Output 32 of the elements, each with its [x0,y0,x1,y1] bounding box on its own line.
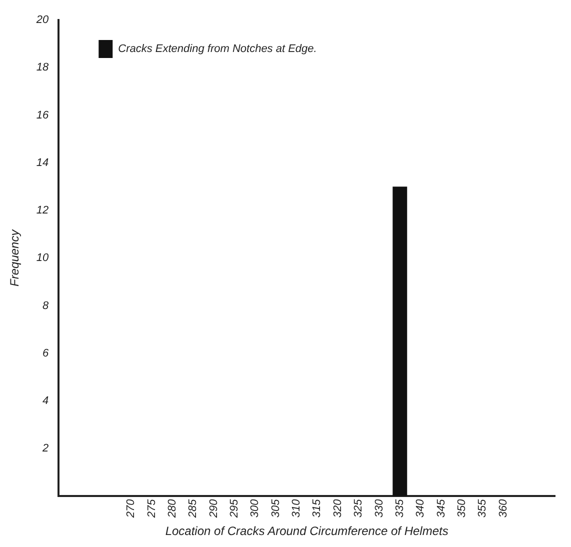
y-tick-label: 14 [36,156,49,169]
x-tick-label: 340 [414,498,427,518]
y-tick-label: 6 [42,347,50,360]
x-tick-label: 325 [352,498,365,518]
x-tick-label: 335 [394,498,406,518]
x-tick-label: 280 [166,498,178,519]
x-tick-label: 310 [290,498,303,518]
x-tick-label: 275 [146,498,158,519]
x-tick-label: 350 [456,498,468,518]
x-tick-label: 305 [270,498,282,518]
y-tick-label: 12 [36,204,49,217]
x-tick-label: 320 [332,498,344,518]
y-tick-label: 10 [36,252,50,264]
y-tick-label: 16 [36,109,50,122]
x-tick-label: 285 [187,498,200,519]
x-tick-label: 360 [497,498,510,518]
x-tick-label: 355 [476,498,489,518]
x-tick-label: 345 [435,498,448,518]
y-tick-label: 4 [42,395,49,408]
x-tick-label: 315 [311,498,324,518]
x-tick-label: 330 [373,498,386,518]
x-tick-label: 290 [208,498,220,519]
x-tick-label: 270 [125,498,138,519]
x-tick-label: 300 [249,498,262,518]
y-tick-label: 2 [42,442,49,455]
y-axis-title: Frequency [8,228,22,286]
y-tick-label: 8 [42,300,50,312]
legend-label: Cracks Extending from Notches at Edge. [118,43,317,56]
x-tick-label: 295 [228,498,240,519]
y-tick-label: 20 [35,14,50,26]
y-tick-label: 18 [36,62,50,74]
x-axis-title: Location of Cracks Around Circumference of Helmets [165,524,448,538]
